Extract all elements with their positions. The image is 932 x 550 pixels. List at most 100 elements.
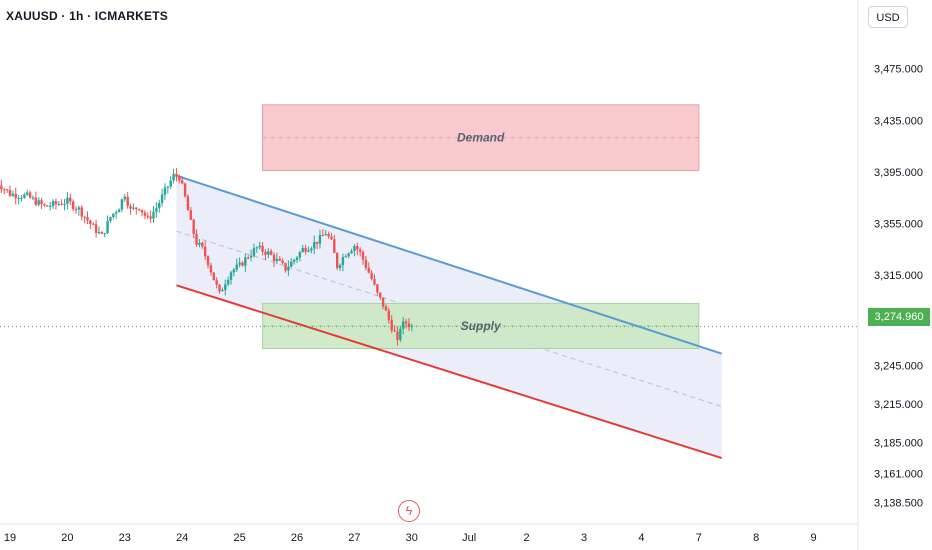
candle[interactable] [267,247,270,259]
candle[interactable] [181,176,184,185]
candle[interactable] [31,195,35,200]
candle[interactable] [103,232,106,238]
candle[interactable] [109,216,112,223]
candle[interactable] [390,315,393,334]
candle[interactable] [137,208,141,212]
candle[interactable] [77,205,81,216]
candle[interactable] [11,190,15,197]
candle[interactable] [298,250,302,262]
candle[interactable] [129,203,132,215]
candle[interactable] [301,244,304,253]
candle[interactable] [272,252,276,267]
candle[interactable] [278,256,281,262]
candle[interactable] [261,242,264,256]
candle[interactable] [149,210,152,223]
candle[interactable] [226,276,230,287]
candle[interactable] [0,179,3,194]
candle[interactable] [249,249,253,262]
candle[interactable] [367,262,370,274]
currency-button[interactable]: USD [868,6,908,28]
upper-channel-line[interactable] [176,174,723,355]
candle[interactable] [310,246,313,254]
candle[interactable] [401,317,405,335]
candle[interactable] [393,325,396,333]
candle[interactable] [83,216,86,224]
candle[interactable] [175,168,178,182]
candle[interactable] [155,202,158,218]
candle[interactable] [335,252,339,271]
candle[interactable] [60,199,63,206]
candle[interactable] [379,292,382,301]
candle[interactable] [152,205,155,223]
candle[interactable] [229,270,233,285]
candle[interactable] [206,255,210,269]
candle[interactable] [358,247,362,257]
candle[interactable] [28,190,32,199]
candle[interactable] [66,191,69,210]
candle[interactable] [307,246,310,253]
candle[interactable] [327,231,330,239]
candle[interactable] [244,253,247,272]
candle[interactable] [43,203,46,207]
candle[interactable] [143,210,147,220]
candle[interactable] [14,187,17,205]
candle[interactable] [146,212,149,220]
candle[interactable] [86,211,89,225]
candle[interactable] [292,258,296,265]
candle[interactable] [232,267,236,277]
candle[interactable] [252,243,256,258]
candle[interactable] [356,242,359,256]
candle[interactable] [135,207,138,215]
candle[interactable] [69,193,72,206]
candle[interactable] [23,192,26,199]
candle[interactable] [120,198,124,213]
candle[interactable] [40,197,43,210]
candle[interactable] [163,183,167,200]
candle[interactable] [221,287,224,292]
candle[interactable] [318,229,322,249]
candle[interactable] [315,241,319,250]
candle[interactable] [189,206,193,221]
candle[interactable] [321,229,325,237]
candle[interactable] [94,219,98,238]
candle[interactable] [341,253,345,272]
candle[interactable] [209,262,213,276]
candle[interactable] [3,187,6,195]
candle[interactable] [399,326,402,343]
candle[interactable] [255,246,259,253]
candle[interactable] [407,318,411,331]
candle[interactable] [364,255,368,271]
candle[interactable] [63,198,66,211]
candle[interactable] [160,188,164,207]
candle[interactable] [71,199,75,212]
candle[interactable] [338,263,342,272]
candle[interactable] [361,250,365,265]
candle[interactable] [264,249,267,261]
candle[interactable] [132,203,135,211]
candle[interactable] [8,185,12,197]
candle[interactable] [275,252,279,264]
candle[interactable] [247,255,250,260]
candle[interactable] [238,257,241,268]
candle[interactable] [258,241,261,250]
candle[interactable] [117,208,121,213]
candle[interactable] [344,253,347,258]
candle[interactable] [192,218,195,239]
candle[interactable] [203,240,207,260]
candle[interactable] [215,277,218,289]
candle[interactable] [290,258,293,268]
candle[interactable] [57,200,60,206]
candle[interactable] [169,176,172,190]
candle[interactable] [373,274,376,286]
candle[interactable] [370,270,373,281]
candle[interactable] [218,284,221,294]
candle[interactable] [158,199,161,213]
candle[interactable] [51,199,55,209]
candle[interactable] [201,241,204,249]
candle[interactable] [178,174,181,184]
candle[interactable] [195,229,198,247]
candle[interactable] [241,261,244,267]
candle[interactable] [183,182,187,198]
candle[interactable] [126,191,129,209]
